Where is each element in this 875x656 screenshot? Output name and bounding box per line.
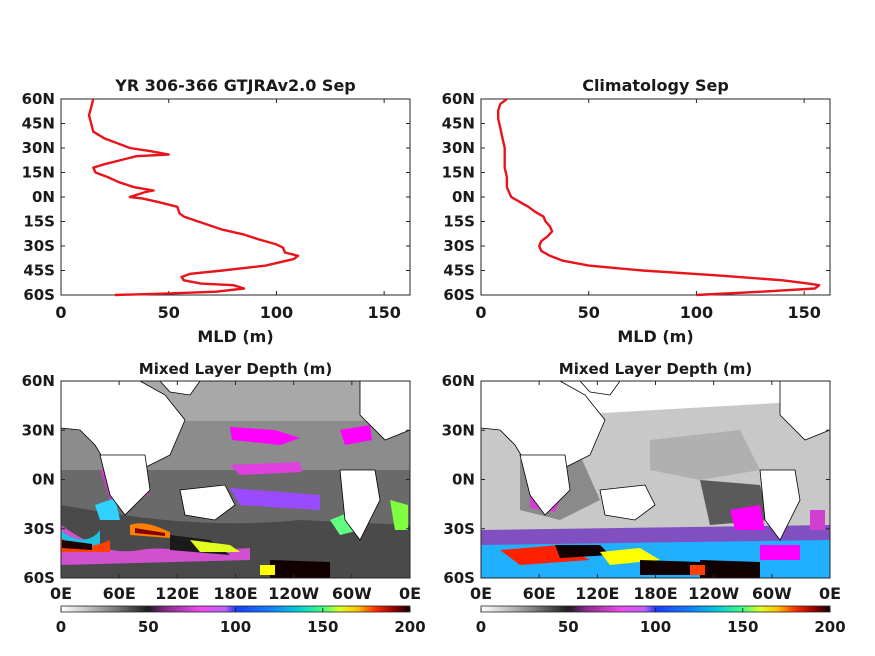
x-tick-label: 100 xyxy=(680,303,713,322)
x-tick-label: 180E xyxy=(633,584,677,603)
chart-title: Mixed Layer Depth (m) xyxy=(139,360,332,378)
colorbar-tick-label: 50 xyxy=(558,618,579,636)
y-tick-label: 60N xyxy=(442,372,475,390)
x-axis-label: MLD (m) xyxy=(617,327,693,346)
colorbar-tick-label: 150 xyxy=(727,618,758,636)
y-tick-label: 0N xyxy=(452,471,475,489)
x-tick-label: 60W xyxy=(752,584,792,603)
map-field xyxy=(61,381,410,578)
colorbar-tick-label: 0 xyxy=(476,618,486,636)
colorbar-tick-label: 150 xyxy=(307,618,338,636)
x-tick-label: 50 xyxy=(158,303,180,322)
mld-map-model: Mixed Layer Depth (m) xyxy=(22,360,426,636)
x-tick-label: 60W xyxy=(332,584,372,603)
y-tick-label: 45N xyxy=(442,115,475,133)
y-tick-label: 45S xyxy=(443,262,475,280)
chart-title: Climatology Sep xyxy=(582,76,729,95)
colorbar-tick-label: 50 xyxy=(138,618,159,636)
y-tick-label: 60S xyxy=(23,569,55,587)
x-tick-label: 120E xyxy=(575,584,619,603)
x-tick-label: 0E xyxy=(50,584,72,603)
x-tick-label: 60E xyxy=(523,584,556,603)
x-tick-label: 150 xyxy=(367,303,400,322)
colorbar-ticks: 0 50 100 150 200 xyxy=(56,608,426,636)
y-tick-label: 15S xyxy=(23,213,55,231)
x-tick-label: 60E xyxy=(103,584,136,603)
colorbar-tick-label: 100 xyxy=(220,618,251,636)
y-tick-label: 30S xyxy=(23,237,55,255)
y-tick-label: 30S xyxy=(443,520,475,538)
x-axis-label: MLD (m) xyxy=(197,327,273,346)
y-tick-label: 0N xyxy=(452,188,475,206)
x-tick-label: 0E xyxy=(470,584,492,603)
x-tick-label: 0 xyxy=(475,303,486,322)
plot-frame xyxy=(60,98,411,296)
mld-map-climatology: Mixed Layer Depth (m) xyxy=(442,360,846,636)
x-tick-label: 0E xyxy=(399,584,421,603)
y-tick-label: 0N xyxy=(32,188,55,206)
x-tick-label: 50 xyxy=(578,303,600,322)
y-tick-label: 30N xyxy=(442,139,475,157)
y-tick-label: 60S xyxy=(443,286,475,304)
colorbar-tick-label: 0 xyxy=(56,618,66,636)
x-tick-label: 120W xyxy=(688,584,739,603)
y-tick-label: 15N xyxy=(22,164,55,182)
mld-profile-line xyxy=(87,98,300,297)
profile-chart-model: YR 306-366 GTJRAv2.0 Sep 60N 45N 30N 15N 0N 1… xyxy=(22,76,411,346)
colorbar-tick-label: 200 xyxy=(814,618,845,636)
y-tick-label: 30N xyxy=(22,421,55,439)
y-tick-label: 60S xyxy=(443,569,475,587)
chart-title: YR 306-366 GTJRAv2.0 Sep xyxy=(114,76,356,95)
y-tick-label: 60S xyxy=(23,286,55,304)
chart-title: Mixed Layer Depth (m) xyxy=(559,360,752,378)
x-tick-label: 120E xyxy=(155,584,199,603)
y-tick-label: 60N xyxy=(442,90,475,108)
y-tick-label: 0N xyxy=(32,471,55,489)
plot-frame xyxy=(480,98,831,296)
profile-chart-climatology: Climatology Sep 60N45N30N15N0N15S30S45S6… xyxy=(442,76,831,346)
y-tick-label: 15N xyxy=(442,164,475,182)
y-tick-label: 15S xyxy=(443,213,475,231)
y-tick-label: 30S xyxy=(23,520,55,538)
colorbar-ticks: 0 50 100 150 200 xyxy=(476,608,846,636)
x-tick-label: 150 xyxy=(787,303,820,322)
y-tick-label: 30N xyxy=(22,139,55,157)
x-tick-label: 0 xyxy=(55,303,66,322)
y-tick-label: 45S xyxy=(23,262,55,280)
x-tick-label: 0E xyxy=(819,584,841,603)
y-tick-label: 30S xyxy=(443,237,475,255)
x-tick-label: 120W xyxy=(268,584,319,603)
y-tick-label: 30N xyxy=(442,421,475,439)
map-field xyxy=(481,381,830,578)
colorbar-tick-label: 100 xyxy=(640,618,671,636)
y-tick-label: 60N xyxy=(22,90,55,108)
colorbar-tick-label: 200 xyxy=(394,618,425,636)
x-tick-label: 100 xyxy=(260,303,293,322)
y-tick-label: 45N xyxy=(22,115,55,133)
x-tick-label: 180E xyxy=(213,584,257,603)
mld-profile-line xyxy=(497,98,821,297)
y-tick-label: 60N xyxy=(22,372,55,390)
